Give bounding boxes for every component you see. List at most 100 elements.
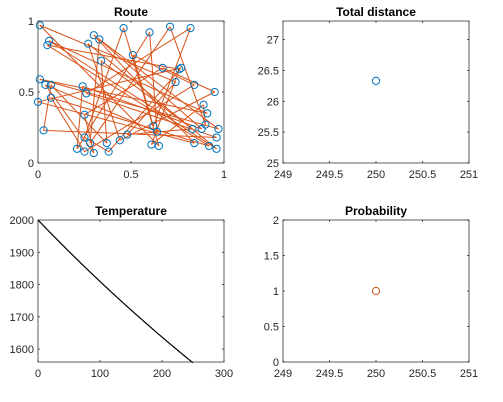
city-marker xyxy=(85,139,95,148)
y-tick-label: 1 xyxy=(28,16,34,28)
city-marker xyxy=(201,120,210,129)
route-segment xyxy=(162,67,215,93)
route-segment xyxy=(76,86,84,149)
probability-marker xyxy=(371,286,381,296)
city-marker xyxy=(33,97,43,107)
y-tick-label: 25 xyxy=(267,158,279,170)
city-marker xyxy=(102,139,111,148)
total-distance-ticks: 249 249.5 250 250.5 251 25 25.5 26 26.5 27 xyxy=(258,21,478,181)
temperature-panel: Temperature 0 100 200 300 1600 1700 1800 1900 20… xyxy=(10,204,234,380)
y-tick-label: 1800 xyxy=(10,280,34,292)
y-tick-label: 1700 xyxy=(10,312,34,324)
route-segment xyxy=(132,54,195,86)
city-marker xyxy=(46,93,56,102)
route-segment xyxy=(76,32,151,150)
x-tick-label: 100 xyxy=(91,368,109,380)
city-marker xyxy=(43,41,52,50)
route-segment xyxy=(48,40,217,150)
route-segment xyxy=(100,60,108,144)
city-marker xyxy=(186,24,195,33)
y-tick-label: 1.5 xyxy=(264,251,279,263)
city-marker xyxy=(80,110,89,119)
x-tick-label: 250.5 xyxy=(409,169,437,181)
probability-axes xyxy=(282,219,470,363)
route-segment xyxy=(37,101,195,144)
x-tick-label: 249 xyxy=(274,169,292,181)
x-tick-label: 0.5 xyxy=(123,169,138,181)
probability-points xyxy=(371,286,381,296)
x-tick-label: 250.5 xyxy=(409,368,437,380)
route-ticks: 0 0.5 1 0 0.5 1 xyxy=(19,16,227,181)
city-marker xyxy=(158,63,167,72)
route-segment xyxy=(39,24,176,83)
y-tick-label: 26 xyxy=(267,96,279,108)
city-marker xyxy=(154,141,163,151)
temperature-axes xyxy=(37,219,225,363)
route-segment xyxy=(89,39,100,144)
total-distance-title: Total distance xyxy=(336,5,416,19)
route-segment xyxy=(47,44,180,70)
city-marker xyxy=(82,89,91,98)
route-segment xyxy=(50,97,85,152)
y-tick-label: 1900 xyxy=(10,247,34,259)
y-tick-label: 26.5 xyxy=(258,65,279,77)
route-segment xyxy=(50,84,108,144)
city-marker xyxy=(35,75,44,84)
x-tick-label: 0 xyxy=(35,368,41,380)
x-tick-label: 1 xyxy=(221,169,227,181)
city-marker xyxy=(212,144,221,153)
route-segment xyxy=(86,92,217,138)
city-marker xyxy=(80,147,89,156)
total-distance-points xyxy=(371,76,381,85)
city-marker xyxy=(175,65,184,74)
y-tick-label: 0.5 xyxy=(264,322,279,334)
route-segment xyxy=(39,78,208,114)
route-segment xyxy=(108,67,182,152)
probability-panel: Probability 249 249.5 250 250.5 251 0 0.5 1 1.5 2 xyxy=(264,204,478,380)
route-segment xyxy=(86,27,191,94)
city-marker xyxy=(177,63,186,72)
route-segment xyxy=(100,60,193,130)
total-distance-panel: Total distance 249 249.5 250 250.5 251 25 25.5… xyxy=(258,5,479,181)
city-marker xyxy=(89,148,98,158)
city-marker xyxy=(199,100,208,109)
route-title: Route xyxy=(114,5,148,19)
city-marker xyxy=(72,144,82,153)
city-marker xyxy=(165,22,175,31)
city-marker xyxy=(95,35,104,44)
route-segment xyxy=(99,39,203,130)
route-segment xyxy=(43,84,52,131)
x-tick-label: 300 xyxy=(215,368,233,380)
city-marker xyxy=(35,21,44,30)
route-cities xyxy=(33,21,223,158)
x-tick-label: 251 xyxy=(460,169,478,181)
x-tick-label: 250 xyxy=(367,368,385,380)
city-marker xyxy=(119,24,128,33)
city-marker xyxy=(80,133,89,142)
city-marker xyxy=(46,80,56,90)
temperature-ticks: 0 100 200 300 1600 1700 1800 1900 2000 xyxy=(10,215,234,380)
city-marker xyxy=(190,80,199,90)
y-tick-label: 0.5 xyxy=(19,87,34,99)
route-segment xyxy=(126,81,177,135)
city-marker xyxy=(188,124,197,134)
city-marker xyxy=(205,141,214,151)
probability-ticks: 249 249.5 250 250.5 251 0 0.5 1 1.5 2 xyxy=(264,215,478,380)
temperature-title: Temperature xyxy=(95,204,167,218)
x-tick-label: 251 xyxy=(460,368,478,380)
y-tick-label: 27 xyxy=(267,35,279,47)
city-marker xyxy=(41,80,50,90)
route-segment xyxy=(152,27,191,127)
city-marker xyxy=(149,121,158,131)
route-lines xyxy=(37,24,219,154)
y-tick-label: 2 xyxy=(273,215,279,227)
city-marker xyxy=(214,124,223,134)
city-marker xyxy=(128,50,137,60)
total-distance-axes xyxy=(282,20,470,164)
temperature-line xyxy=(37,219,194,364)
city-marker xyxy=(212,133,221,142)
city-marker xyxy=(89,31,98,40)
route-segment xyxy=(39,78,219,130)
city-marker xyxy=(45,36,54,45)
